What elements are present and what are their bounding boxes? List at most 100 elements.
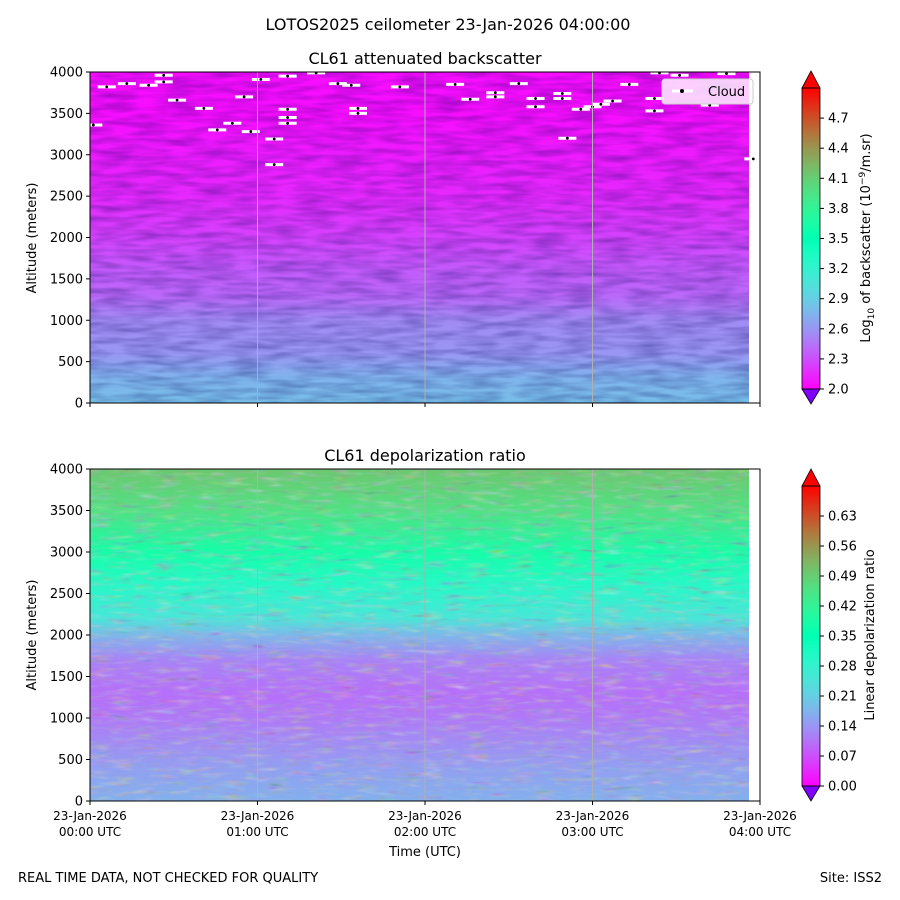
cloud-hit <box>509 82 528 86</box>
y-tick-label: 3500 <box>50 107 83 122</box>
colorbar-tick-label: 2.9 <box>828 292 849 307</box>
y-tick-label: 3000 <box>50 148 83 163</box>
cloud-legend: Cloud <box>661 78 754 105</box>
colorbar-tick-label: 0.21 <box>828 690 857 705</box>
cloud-hit <box>278 107 297 111</box>
colorbar-tick-label: 2.0 <box>828 383 849 398</box>
legend-label-cloud: Cloud <box>708 85 745 100</box>
cloud-hit <box>526 105 545 109</box>
y-tick-label: 4000 <box>50 463 83 478</box>
backscatter-texture <box>90 72 749 403</box>
colorbar-min-extend <box>801 388 821 405</box>
x-tick-date: 23-Jan-2026 <box>556 809 630 823</box>
colorbar-tick-label: 0.63 <box>828 510 857 525</box>
cloud-hit <box>744 157 760 161</box>
cloud-hit <box>117 82 136 86</box>
colorbar-tick-label: 3.8 <box>828 202 849 217</box>
x-tick-time: 02:00 UTC <box>394 825 456 839</box>
figure-title: LOTOS2025 ceilometer 23-Jan-2026 04:00:0… <box>266 15 631 34</box>
y-tick-label: 3500 <box>50 504 83 519</box>
backscatter-gridlines <box>257 72 593 403</box>
colorbar-tick-label: 0.42 <box>828 600 857 615</box>
depolarization-x-axis: 23-Jan-2026 00:00 UTC 23-Jan-2026 01:00 UTC… <box>53 801 797 839</box>
cloud-hit <box>251 77 270 81</box>
depolarization-y-label: Altitude (meters) <box>25 580 40 691</box>
colorbar-body <box>802 88 820 389</box>
cloud-hit <box>194 106 213 110</box>
cloud-hit <box>571 107 590 111</box>
colorbar-tick-label: 0.49 <box>828 570 857 585</box>
y-tick-label: 2000 <box>50 231 83 246</box>
y-tick-label: 2000 <box>50 629 83 644</box>
x-tick-date: 23-Jan-2026 <box>723 809 797 823</box>
cloud-hit <box>235 95 254 99</box>
cloud-hit <box>97 85 116 89</box>
y-tick-label: 0 <box>75 397 83 412</box>
colorbar-max-extend <box>801 468 821 487</box>
cloud-hit <box>328 82 347 86</box>
cloud-markers <box>90 72 760 167</box>
y-tick-label: 1500 <box>50 272 83 287</box>
cloud-hit <box>591 102 610 106</box>
x-tick-time: 04:00 UTC <box>729 825 791 839</box>
y-tick-label: 1000 <box>50 712 83 727</box>
cloud-hit <box>90 123 103 127</box>
colorbar-tick-label: 0.56 <box>828 540 857 555</box>
colorbar-tick-label: 4.1 <box>828 172 849 187</box>
colorbar-min-extend <box>801 785 821 802</box>
cloud-hit <box>342 83 361 87</box>
cloud-marker-icon <box>680 89 684 93</box>
y-tick-label: 3000 <box>50 546 83 561</box>
site-label: Site: ISS2 <box>820 871 882 886</box>
cloud-hit <box>278 121 297 125</box>
x-tick-date: 23-Jan-2026 <box>221 809 295 823</box>
cloud-hit <box>154 73 173 77</box>
cloud-hit <box>526 96 545 100</box>
backscatter-colorbar-label: Log10 of backscatter (10−9/m.sr) <box>858 133 877 342</box>
backscatter-y-axis: 0 500 1000 1500 2000 2500 3000 3500 4000 <box>50 66 90 412</box>
colorbar-tick-label: 2.6 <box>828 322 849 337</box>
cloud-hit <box>278 74 297 78</box>
y-tick-label: 500 <box>58 355 83 370</box>
y-tick-label: 2500 <box>50 587 83 602</box>
y-tick-label: 4000 <box>50 66 83 81</box>
colorbar-tick-label: 4.7 <box>828 112 849 127</box>
colorbar-max-extend <box>801 70 821 89</box>
x-axis-label: Time (UTC) <box>388 845 461 860</box>
cloud-hit <box>650 72 669 75</box>
colorbar-tick-label: 3.2 <box>828 262 849 277</box>
y-tick-label: 2500 <box>50 190 83 205</box>
colorbar-tick-label: 4.4 <box>828 142 849 157</box>
y-tick-label: 1000 <box>50 314 83 329</box>
cloud-hit <box>154 80 173 84</box>
colorbar-tick-label: 0.00 <box>828 780 857 795</box>
colorbar-tick-label: 0.14 <box>828 720 857 735</box>
cloud-hit <box>307 72 326 75</box>
cloud-hit <box>603 99 622 103</box>
cloud-hit <box>645 96 664 100</box>
depolarization-title: CL61 depolarization ratio <box>324 446 526 465</box>
y-tick-label: 500 <box>58 753 83 768</box>
depolarization-texture <box>90 469 749 801</box>
y-tick-label: 0 <box>75 795 83 810</box>
cloud-hit <box>241 130 260 134</box>
depolarization-colorbar: 0.00 0.07 0.14 0.21 0.28 0.35 0.42 0.49 0.56 0.63… <box>801 468 878 802</box>
colorbar-tick-label: 2.3 <box>828 352 849 367</box>
cloud-hit <box>139 83 158 87</box>
cloud-hit <box>265 163 284 167</box>
depolarization-y-axis: 0 500 1000 1500 2000 2500 3000 3500 4000 <box>50 463 90 810</box>
depolarization-gridlines <box>257 469 593 801</box>
cloud-hit <box>390 85 409 89</box>
depolarization-colorbar-label: Linear depolarization ratio <box>863 549 878 720</box>
cloud-hit <box>349 106 367 110</box>
cloud-hit <box>208 128 227 132</box>
x-tick-date: 23-Jan-2026 <box>388 809 462 823</box>
x-tick-time: 03:00 UTC <box>561 825 623 839</box>
cloud-hit <box>620 82 639 86</box>
cloud-hit <box>446 82 465 86</box>
colorbar-body <box>802 486 820 786</box>
cloud-hit <box>558 136 577 140</box>
cloud-hit <box>265 137 284 141</box>
cloud-hit <box>349 111 367 115</box>
